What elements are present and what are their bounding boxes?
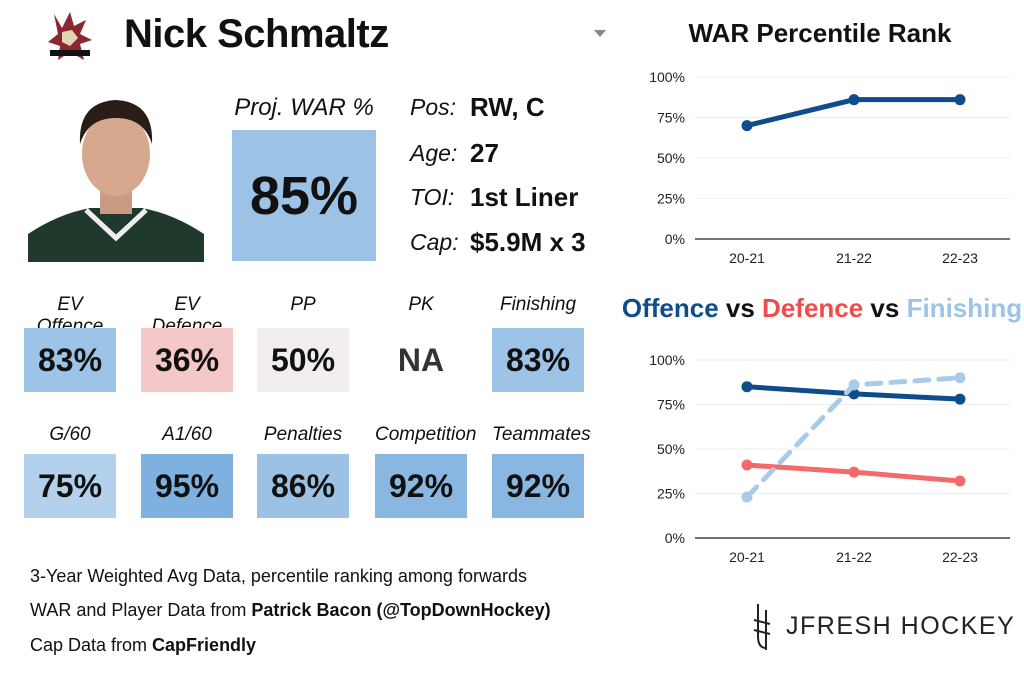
tile-value-competition: 92%: [375, 454, 467, 518]
tile-label-g-60: G/60: [49, 424, 91, 445]
tile-label-penalties: Penalties: [263, 424, 343, 445]
pos-label: Pos:: [410, 94, 457, 120]
jfresh-logo-icon: [753, 604, 771, 650]
war-chart-xtick-label: 20-21: [729, 250, 765, 266]
tile-label-pk: PK: [408, 294, 434, 315]
war-chart-ytick-label: 50%: [657, 150, 685, 166]
war-chart-ytick-label: 75%: [657, 110, 685, 126]
chart1-title: WAR Percentile Rank: [688, 18, 952, 48]
footer-line3-prefix: Cap Data from: [30, 635, 153, 655]
chart2-title: Offence vs Defence vs Finishing: [620, 293, 1024, 324]
tile-value-ev-defence: 36%: [141, 328, 233, 392]
footer-line3: Cap Data from CapFriendly: [30, 635, 256, 656]
player-photo: [28, 100, 204, 262]
footer-source-capfriendly: CapFriendly: [152, 635, 257, 655]
war-chart-xtick-label: 21-22: [836, 250, 872, 266]
title-offence: Offence: [621, 293, 719, 323]
toi-value: 1st Liner: [470, 182, 579, 212]
proj-war-value: 85%: [232, 130, 376, 261]
tile-value-penalties: 86%: [257, 454, 349, 518]
tile-value-g-60: 75%: [24, 454, 116, 518]
pos-value: RW, C: [470, 92, 545, 122]
footer-line2-prefix: WAR and Player Data from: [30, 600, 252, 620]
war-chart-xtick-label: 22-23: [942, 250, 978, 266]
proj-war-label: Proj. WAR %: [234, 94, 374, 121]
title-defence: Defence: [762, 293, 864, 323]
tile-value-ev-offence: 83%: [24, 328, 116, 392]
brand-name: JFRESH HOCKEY: [786, 612, 1016, 640]
war-chart-war-point: [954, 94, 966, 106]
footer-line1: 3-Year Weighted Avg Data, percentile ran…: [30, 566, 527, 586]
player-name: Nick Schmaltz: [124, 12, 389, 56]
footer-source-bacon: Patrick Bacon (@TopDownHockey): [251, 600, 551, 620]
team-logo: [48, 12, 92, 60]
tile-value-finishing: 83%: [492, 328, 584, 392]
footer-line2: WAR and Player Data from Patrick Bacon (…: [30, 600, 551, 621]
tile-value-pk: NA: [375, 328, 467, 392]
war-chart-ytick-label: 100%: [649, 69, 685, 85]
age-label: Age:: [410, 140, 458, 166]
tile-label-finishing: Finishing: [499, 294, 577, 315]
war-chart-ytick-label: 0%: [665, 231, 685, 247]
title-vs-2: vs: [863, 293, 907, 323]
tile-value-a1-60: 95%: [141, 454, 233, 518]
cap-value: $5.9M x 3: [470, 227, 586, 257]
tile-label-a1-60: A1/60: [162, 424, 212, 445]
dropdown-caret-icon[interactable]: [594, 30, 606, 37]
tile-label-competition: Competition: [375, 424, 477, 445]
war-chart-war-point: [848, 94, 860, 106]
war-chart-ytick-label: 25%: [657, 191, 685, 207]
tile-value-teammates: 92%: [492, 454, 584, 518]
title-vs-1: vs: [718, 293, 763, 323]
cap-label: Cap:: [410, 229, 459, 255]
title-finishing: Finishing: [906, 293, 1023, 323]
tile-label-teammates: Teammates: [492, 424, 591, 445]
toi-label: TOI:: [410, 184, 455, 210]
war-chart-war-point: [741, 120, 753, 132]
age-value: 27: [470, 138, 499, 168]
tile-value-pp: 50%: [257, 328, 349, 392]
tile-label-pp: PP: [290, 294, 316, 315]
